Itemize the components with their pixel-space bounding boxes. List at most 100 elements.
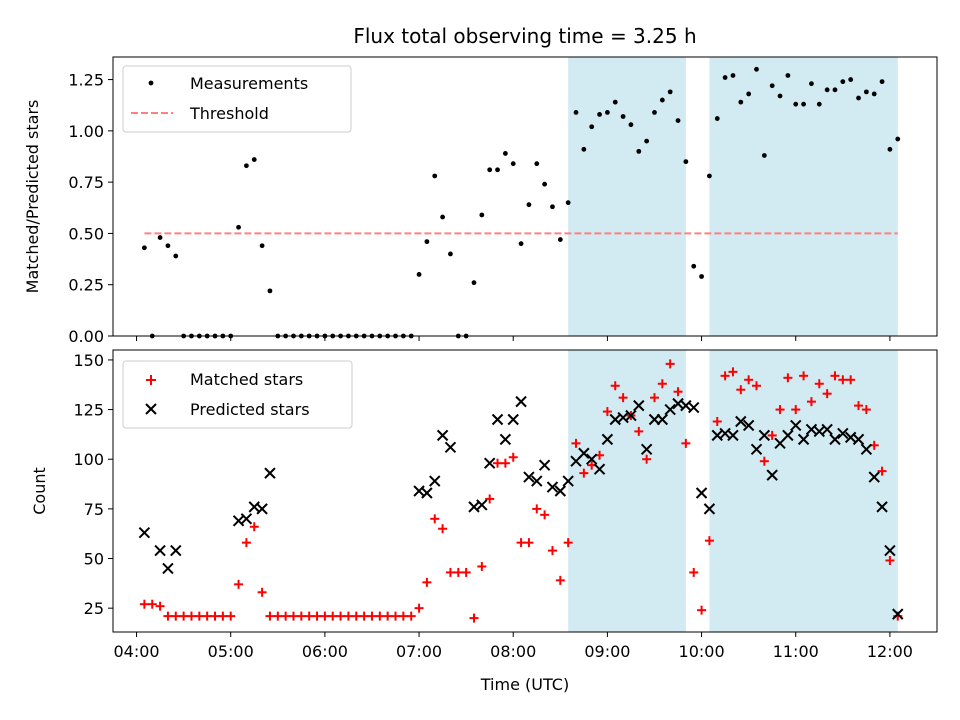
matched-star-point: [249, 522, 259, 532]
predicted-star-point: [483, 457, 496, 469]
predicted-star-point: [162, 562, 174, 575]
matched-star-point: [422, 577, 432, 587]
predicted-star-point: [546, 481, 559, 493]
matched-star-point: [547, 546, 557, 556]
matched-star-point: [375, 611, 385, 621]
matched-star-point: [806, 397, 816, 407]
top-ytick-label: 0.00: [68, 327, 104, 346]
matched-star-point: [391, 611, 401, 621]
measurement-point: [793, 101, 799, 107]
measurement-point: [432, 173, 438, 179]
top-ytick-label: 0.50: [68, 224, 104, 243]
top-highlight-spans: [568, 57, 898, 336]
matched-star-point: [673, 387, 683, 397]
measurement-point: [557, 237, 563, 242]
predicted-star-point: [240, 513, 253, 525]
xtick-label: 11:00: [773, 642, 819, 661]
top-ytick-label: 1.00: [68, 122, 104, 141]
measurement-point: [479, 212, 485, 218]
measurement-point: [487, 167, 493, 173]
top-ytick-label: 1.25: [68, 71, 104, 90]
measurement-point: [730, 73, 736, 78]
matched-star-point: [791, 405, 801, 415]
bottom-highlight-span-2: [709, 350, 898, 632]
matched-star-point: [767, 430, 777, 440]
xtick-label: 12:00: [867, 642, 913, 661]
measurement-point: [722, 75, 728, 80]
matched-star-point: [689, 567, 699, 577]
matched-star-point: [343, 611, 353, 621]
measurement-point: [259, 243, 265, 249]
predicted-star-point: [742, 419, 755, 432]
matched-star-point: [516, 538, 526, 548]
predicted-star-point: [264, 467, 276, 479]
matched-star-point: [351, 611, 361, 621]
predicted-star-point: [554, 485, 567, 497]
xtick-label: 04:00: [113, 642, 159, 661]
predicted-star-point: [892, 608, 904, 620]
matched-star-point: [241, 538, 251, 548]
predicted-star-point: [640, 443, 653, 456]
measurement-point: [534, 161, 540, 167]
x-axis-label: Time (UTC): [480, 675, 569, 694]
matched-star-point: [493, 458, 503, 468]
matched-star-point: [602, 407, 612, 417]
measurement-point: [699, 274, 704, 279]
xtick-label: 06:00: [302, 642, 348, 661]
measurement-point: [628, 122, 634, 128]
bottom-y-axis-label: Count: [30, 467, 49, 515]
matched-star-point: [453, 567, 463, 577]
bottom-ytick-label: 25: [84, 599, 104, 618]
xtick-label: 09:00: [584, 642, 630, 661]
measurement-point: [667, 89, 673, 95]
matched-star-point: [281, 611, 291, 621]
matched-star-point: [336, 611, 346, 621]
matched-star-point: [728, 367, 738, 377]
predicted-star-point: [727, 429, 739, 442]
measurement-point: [816, 101, 822, 107]
predicted-star-point: [860, 443, 873, 456]
measurement-point: [769, 83, 775, 89]
matched-star-point: [712, 416, 722, 426]
bottom-highlight-spans: [568, 350, 898, 632]
matched-star-point: [508, 452, 518, 462]
measurement-point: [448, 251, 453, 257]
measurement-point: [581, 146, 587, 152]
matched-star-point: [210, 611, 220, 621]
measurement-point: [440, 214, 445, 220]
measurement-point: [809, 81, 814, 87]
measurement-point: [141, 245, 147, 251]
predicted-star-point: [138, 526, 151, 539]
measurement-point: [502, 151, 508, 156]
matched-star-point: [697, 605, 707, 615]
xtick-label: 07:00: [396, 642, 442, 661]
xtick-label: 05:00: [208, 642, 254, 661]
matched-star-point: [704, 536, 714, 546]
bottom-ytick-label: 75: [84, 500, 104, 519]
predicted-star-point: [499, 433, 512, 446]
matched-star-point: [846, 375, 856, 385]
matched-star-point: [398, 611, 408, 621]
measurement-point: [518, 241, 524, 247]
matched-star-point: [194, 611, 204, 621]
measurement-point: [636, 148, 642, 154]
measurement-point: [738, 99, 744, 105]
matched-star-point: [234, 579, 244, 589]
top-legend: Measurements Threshold: [122, 65, 352, 133]
predicted-star-point: [421, 487, 433, 499]
predicted-star-point: [585, 453, 598, 465]
top-ytick-label: 0.75: [68, 173, 104, 192]
measurement-point: [495, 167, 500, 173]
matched-star-point: [155, 601, 165, 611]
legend-measurements-marker: [148, 80, 154, 86]
measurement-point: [644, 138, 650, 144]
matched-star-point: [257, 587, 267, 597]
top-highlight-span-2: [709, 57, 898, 336]
xtick-label: 08:00: [490, 642, 536, 661]
predicted-star-point: [837, 427, 849, 440]
predicted-star-point: [523, 471, 535, 483]
predicted-star-point: [797, 433, 810, 446]
predicted-star-point: [766, 469, 778, 481]
predicted-star-point: [633, 399, 645, 412]
matched-star-point: [618, 393, 628, 403]
